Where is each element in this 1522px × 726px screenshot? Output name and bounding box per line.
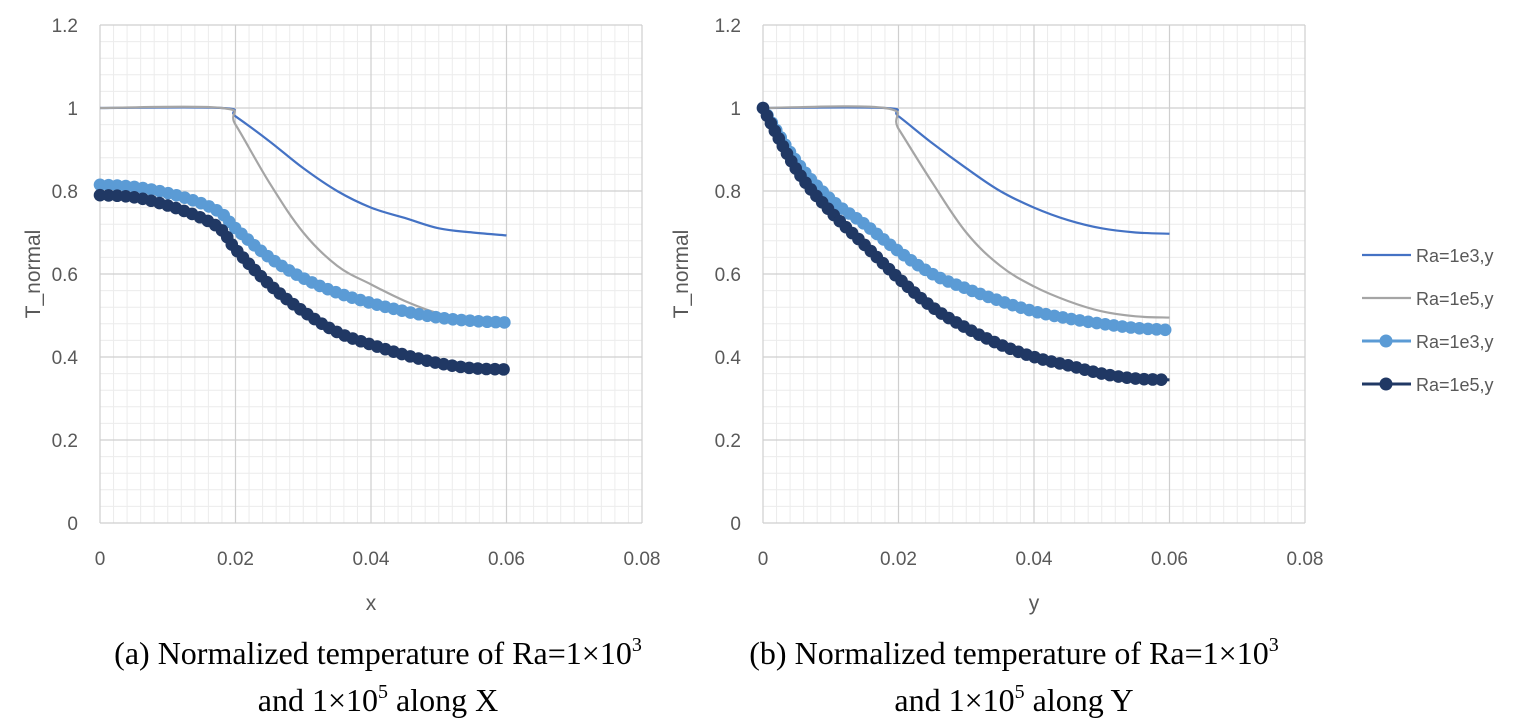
x-tick-label: 0 [758, 549, 769, 570]
data-point [1154, 373, 1168, 386]
x-tick-label: 0.02 [880, 549, 917, 570]
y-tick-label: 1 [67, 99, 78, 120]
series-3 [93, 178, 511, 329]
y-tick-label: 0.8 [715, 182, 741, 203]
y-tick-label: 0.4 [715, 348, 742, 369]
caption-b-prefix: (b) Normalized temperature of Ra=1×10 [749, 635, 1269, 671]
x-tick-label: 0.06 [1151, 549, 1188, 570]
caption-b-exponent-2: 5 [1014, 681, 1025, 703]
legend-entry-3: Ra=1e3,y [1362, 332, 1494, 352]
y-tick-label: 1 [730, 99, 741, 120]
legend-entry-4: Ra=1e5,y [1362, 375, 1494, 395]
x-axis-title: x [366, 592, 377, 615]
y-tick-label: 0.6 [52, 265, 78, 286]
y-tick-label: 0.4 [52, 348, 79, 369]
y-tick-label: 0.2 [715, 431, 741, 452]
caption-b: (b) Normalized temperature of Ra=1×103 a… [664, 632, 1364, 726]
y-axis-title: T_normal [22, 230, 45, 319]
y-tick-label: 0 [730, 514, 741, 535]
legend-label: Ra=1e3,y [1416, 246, 1494, 266]
series-4 [93, 188, 510, 376]
y-tick-label: 0 [67, 514, 78, 535]
x-tick-label: 0.08 [624, 549, 661, 570]
caption-a-line2-suffix: along X [388, 682, 499, 718]
y-tick-label: 1.2 [715, 16, 741, 37]
x-tick-label: 0.04 [1016, 549, 1053, 570]
caption-a-exponent-1: 3 [631, 634, 642, 656]
caption-b-line2-suffix: along Y [1024, 682, 1134, 718]
caption-b-exponent-1: 3 [1268, 634, 1279, 656]
series-2 [762, 105, 1170, 319]
data-point [497, 363, 510, 376]
y-tick-label: 0.8 [52, 182, 78, 203]
x-tick-label: 0.08 [1287, 549, 1324, 570]
series-line [762, 106, 1170, 235]
data-point [1158, 323, 1172, 337]
legend-swatch-marker [1379, 377, 1393, 391]
series-1 [762, 106, 1170, 235]
y-tick-label: 1.2 [52, 16, 78, 37]
caption-a-prefix: (a) Normalized temperature of Ra=1×10 [114, 635, 632, 671]
legend-label: Ra=1e5,y [1416, 289, 1494, 309]
x-tick-label: 0 [95, 549, 106, 570]
y-tick-label: 0.2 [52, 431, 78, 452]
series-3 [756, 101, 1172, 337]
caption-a-line2-prefix: and 1×10 [257, 682, 379, 718]
x-tick-label: 0.06 [488, 549, 525, 570]
caption-a: (a) Normalized temperature of Ra=1×103 a… [28, 632, 728, 726]
legend-label: Ra=1e5,y [1416, 375, 1494, 395]
y-axis-title: T_normal [670, 230, 693, 319]
x-tick-label: 0.04 [353, 549, 390, 570]
legend-entry-1: Ra=1e3,y [1362, 246, 1494, 266]
x-axis-title: y [1029, 592, 1040, 615]
series-4 [756, 101, 1170, 386]
x-tick-label: 0.02 [217, 549, 254, 570]
legend-entry-2: Ra=1e5,y [1362, 289, 1494, 309]
caption-a-exponent-2: 5 [378, 681, 389, 703]
series-line [762, 105, 1170, 319]
data-point [498, 316, 511, 329]
legend-swatch-marker [1379, 334, 1393, 348]
chart-panel-a: 0 0.2 0.4 0.6 0.8 1 1.2 0 0.02 0.04 0.06 0.08 x T_nor… [22, 16, 660, 615]
caption-b-line2-prefix: and 1×10 [894, 682, 1015, 718]
legend-label: Ra=1e3,y [1416, 332, 1494, 352]
y-tick-label: 0.6 [715, 265, 741, 286]
chart-panel-b: 0 0.2 0.4 0.6 0.8 1 1.2 0 0.02 0.04 0.06 0.08 y T_nor… [670, 16, 1323, 615]
